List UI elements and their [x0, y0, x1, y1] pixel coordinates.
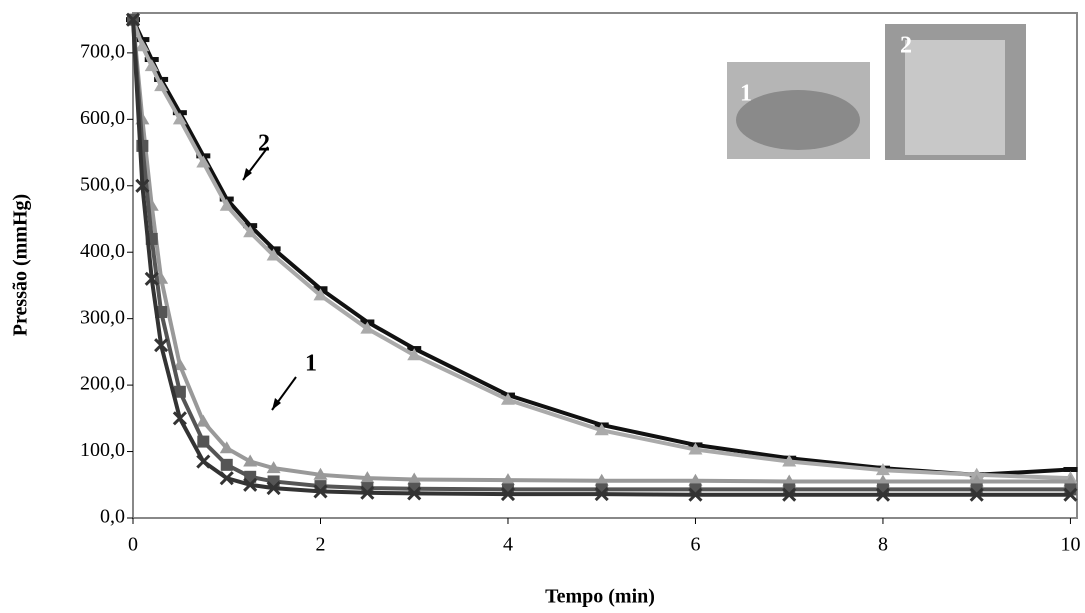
marker — [220, 458, 233, 471]
arrowhead — [272, 398, 281, 410]
marker — [594, 487, 609, 502]
marker — [154, 338, 169, 353]
marker — [243, 454, 258, 467]
marker — [173, 385, 186, 398]
x-tick-label: 0 — [128, 534, 138, 556]
inset-photo-2: 2 — [885, 24, 1026, 160]
arrowhead — [243, 168, 252, 180]
x-axis-title: Tempo (min) — [545, 586, 655, 608]
marker — [243, 477, 258, 492]
inset-label: 1 — [740, 81, 752, 107]
marker — [266, 461, 281, 474]
inset-label: 2 — [900, 33, 912, 59]
marker — [360, 321, 375, 334]
plot-frame — [132, 12, 1078, 519]
marker — [782, 487, 797, 502]
marker — [125, 12, 141, 27]
y-axis-title: Pressão (mmHg) — [10, 194, 32, 336]
pot — [905, 40, 1005, 155]
marker — [154, 79, 169, 92]
marker — [197, 435, 210, 448]
marker — [875, 487, 891, 502]
marker — [875, 463, 890, 476]
marker — [172, 358, 187, 371]
marker — [313, 288, 328, 301]
y-tick-label: 600,0 — [80, 107, 125, 129]
marker — [219, 471, 234, 486]
marker — [688, 442, 703, 455]
marker — [144, 59, 159, 72]
marker — [313, 467, 328, 480]
annotation: 2 — [258, 131, 270, 157]
marker — [688, 487, 703, 502]
y-tick-label: 300,0 — [80, 306, 125, 328]
x-tick-label: 8 — [878, 534, 888, 556]
marker — [135, 178, 150, 193]
marker — [594, 423, 609, 436]
marker — [407, 472, 422, 485]
marker — [1063, 487, 1078, 502]
marker — [196, 414, 211, 427]
marker — [219, 198, 234, 211]
marker — [144, 271, 159, 286]
marker — [500, 473, 515, 486]
marker — [782, 454, 797, 467]
x-tick-label: 10 — [1060, 534, 1080, 556]
y-tick-label: 700,0 — [80, 40, 125, 62]
marker — [196, 155, 211, 168]
marker — [360, 485, 375, 500]
marker — [243, 225, 258, 238]
marker — [500, 487, 516, 502]
y-tick-label: 500,0 — [80, 173, 125, 195]
marker — [500, 392, 515, 405]
marker — [594, 473, 609, 486]
marker — [688, 473, 703, 486]
marker — [135, 39, 150, 52]
x-tick-label: 6 — [690, 534, 700, 556]
marker — [266, 481, 281, 496]
marker — [219, 441, 234, 454]
marker — [407, 348, 422, 361]
y-tick-label: 100,0 — [80, 439, 125, 461]
marker — [407, 486, 422, 501]
x-tick-label: 4 — [503, 534, 513, 556]
marker — [172, 411, 187, 426]
y-tick-label: 200,0 — [80, 373, 125, 395]
x-tick-label: 2 — [315, 534, 325, 556]
annotation: 1 — [305, 351, 317, 377]
marker — [969, 467, 984, 480]
inset-photo-1: 1 — [727, 62, 870, 159]
marker — [172, 112, 187, 125]
marker — [313, 484, 328, 499]
y-tick-label: 400,0 — [80, 240, 125, 262]
y-tick-label: 0,0 — [100, 506, 125, 528]
marker — [969, 487, 984, 502]
pot — [736, 90, 860, 150]
marker — [196, 454, 211, 469]
marker — [266, 248, 281, 261]
marker — [1063, 466, 1078, 472]
marker — [360, 471, 375, 484]
